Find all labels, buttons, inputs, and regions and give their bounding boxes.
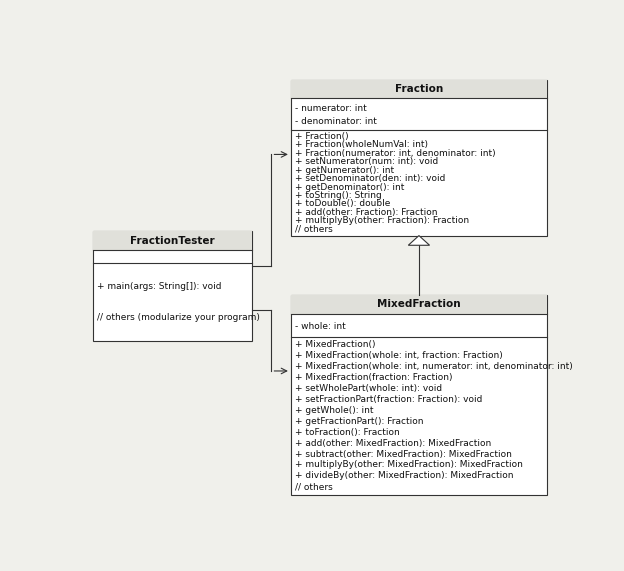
Text: - denominator: int: - denominator: int: [295, 117, 377, 126]
Bar: [291, 295, 547, 314]
Text: // others: // others: [295, 225, 333, 234]
Text: + Fraction(): + Fraction(): [295, 132, 349, 141]
Bar: [92, 231, 252, 341]
Text: + divideBy(other: MixedFraction): MixedFraction: + divideBy(other: MixedFraction): MixedF…: [295, 472, 514, 480]
Text: + toString(): String: + toString(): String: [295, 191, 382, 200]
Text: + MixedFraction(): + MixedFraction(): [295, 340, 376, 349]
Bar: [291, 295, 547, 495]
Bar: [291, 79, 547, 236]
Bar: [92, 231, 252, 250]
Text: + MixedFraction(whole: int, numerator: int, denominator: int): + MixedFraction(whole: int, numerator: i…: [295, 362, 573, 371]
Text: + getFractionPart(): Fraction: + getFractionPart(): Fraction: [295, 417, 424, 426]
Text: FractionTester: FractionTester: [130, 236, 215, 246]
Text: + multiplyBy(other: Fraction): Fraction: + multiplyBy(other: Fraction): Fraction: [295, 216, 469, 226]
Text: + toFraction(): Fraction: + toFraction(): Fraction: [295, 428, 400, 437]
Text: + getDenominator(): int: + getDenominator(): int: [295, 183, 404, 191]
Text: + setWholePart(whole: int): void: + setWholePart(whole: int): void: [295, 384, 442, 393]
Text: + subtract(other: MixedFraction): MixedFraction: + subtract(other: MixedFraction): MixedF…: [295, 449, 512, 459]
Text: + MixedFraction(whole: int, fraction: Fraction): + MixedFraction(whole: int, fraction: Fr…: [295, 351, 503, 360]
Text: + setDenominator(den: int): void: + setDenominator(den: int): void: [295, 174, 446, 183]
Text: + Fraction(numerator: int, denominator: int): + Fraction(numerator: int, denominator: …: [295, 149, 495, 158]
Text: - numerator: int: - numerator: int: [295, 104, 367, 113]
Text: + getWhole(): int: + getWhole(): int: [295, 406, 374, 415]
Text: + multiplyBy(other: MixedFraction): MixedFraction: + multiplyBy(other: MixedFraction): Mixe…: [295, 460, 523, 469]
Text: // others: // others: [295, 482, 333, 491]
Text: + add(other: MixedFraction): MixedFraction: + add(other: MixedFraction): MixedFracti…: [295, 439, 491, 448]
Polygon shape: [408, 236, 429, 246]
Text: + MixedFraction(fraction: Fraction): + MixedFraction(fraction: Fraction): [295, 373, 452, 382]
Text: - whole: int: - whole: int: [295, 321, 346, 331]
Text: MixedFraction: MixedFraction: [377, 299, 461, 309]
Text: + getNumerator(): int: + getNumerator(): int: [295, 166, 394, 175]
Text: // others (modularize your program): // others (modularize your program): [97, 313, 260, 322]
Bar: [291, 79, 547, 98]
Text: Fraction: Fraction: [395, 84, 443, 94]
Text: + Fraction(wholeNumVal: int): + Fraction(wholeNumVal: int): [295, 140, 428, 150]
Text: + add(other: Fraction): Fraction: + add(other: Fraction): Fraction: [295, 208, 437, 217]
Text: + setNumerator(num: int): void: + setNumerator(num: int): void: [295, 157, 439, 166]
Text: + toDouble(): double: + toDouble(): double: [295, 199, 391, 208]
Text: + setFractionPart(fraction: Fraction): void: + setFractionPart(fraction: Fraction): v…: [295, 395, 482, 404]
Text: + main(args: String[]): void: + main(args: String[]): void: [97, 282, 222, 291]
